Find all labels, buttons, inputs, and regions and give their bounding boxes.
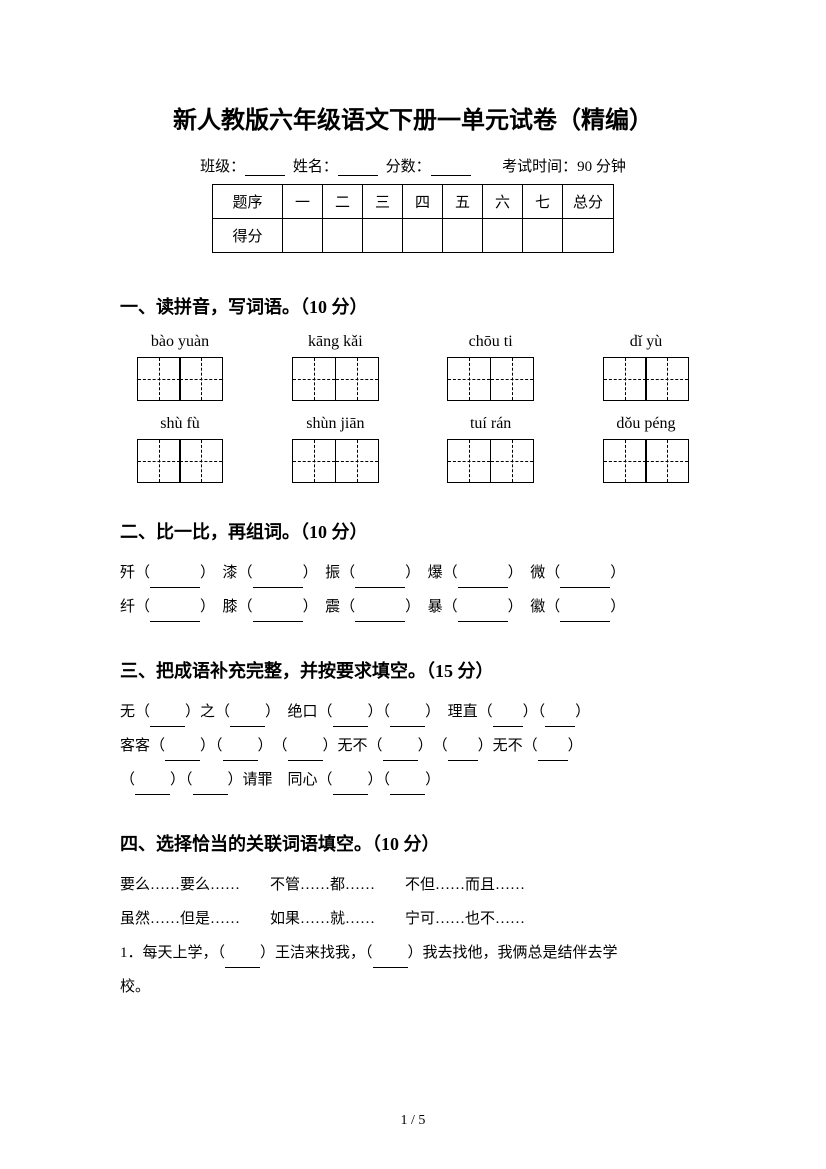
char-box[interactable] (137, 439, 224, 483)
class-blank[interactable] (245, 162, 285, 176)
name-label: 姓名： (293, 159, 338, 175)
answer-blank[interactable] (253, 574, 303, 588)
answer-blank[interactable] (333, 713, 368, 727)
score-cell[interactable] (482, 219, 522, 253)
compare-line-1: 歼（） 漆（） 振（） 爆（） 微（） (120, 558, 706, 588)
header-cell: 六 (482, 185, 522, 219)
pinyin-label: kāng kǎi (308, 333, 363, 351)
header-cell: 七 (522, 185, 562, 219)
answer-blank[interactable] (253, 608, 303, 622)
header-cell: 题序 (212, 185, 282, 219)
page-number: 1 / 5 (0, 1113, 826, 1129)
pinyin-item: dǐ yù (586, 333, 706, 401)
header-cell: 二 (322, 185, 362, 219)
answer-blank[interactable] (225, 954, 260, 968)
answer-blank[interactable] (390, 713, 425, 727)
char-box[interactable] (137, 357, 224, 401)
char-box[interactable] (292, 439, 379, 483)
pinyin-label: dǐ yù (630, 333, 662, 351)
answer-blank[interactable] (150, 574, 200, 588)
header-cell: 一 (282, 185, 322, 219)
page-title: 新人教版六年级语文下册一单元试卷（精编） (120, 100, 706, 135)
pinyin-label: shù fù (160, 415, 200, 433)
char-box[interactable] (292, 357, 379, 401)
section3-heading: 三、把成语补充完整，并按要求填空。（15 分） (120, 657, 706, 683)
options-line-2: 虽然……但是…… 如果……就…… 宁可……也不…… (120, 904, 706, 934)
table-row: 得分 (212, 219, 613, 253)
q4-1: 1．每天上学，（）王洁来找我，（）我去找他，我俩总是结伴去学 (120, 938, 706, 968)
header-cell: 五 (442, 185, 482, 219)
answer-blank[interactable] (383, 747, 418, 761)
answer-blank[interactable] (538, 747, 568, 761)
score-label: 分数： (386, 159, 431, 175)
answer-blank[interactable] (458, 574, 508, 588)
score-table: 题序 一 二 三 四 五 六 七 总分 得分 (212, 184, 614, 253)
answer-blank[interactable] (223, 747, 258, 761)
pinyin-label: dǒu péng (616, 415, 675, 433)
score-cell[interactable] (562, 219, 613, 253)
header-cell: 总分 (562, 185, 613, 219)
pinyin-item: chōu ti (431, 333, 551, 401)
pinyin-label: bào yuàn (151, 333, 209, 351)
answer-blank[interactable] (560, 608, 610, 622)
score-blank[interactable] (431, 162, 471, 176)
pinyin-item: kāng kǎi (275, 333, 395, 401)
options-line-1: 要么……要么…… 不管……都…… 不但……而且…… (120, 870, 706, 900)
answer-blank[interactable] (150, 713, 185, 727)
answer-blank[interactable] (493, 713, 523, 727)
answer-blank[interactable] (230, 713, 265, 727)
section4-heading: 四、选择恰当的关联词语填空。（10 分） (120, 830, 706, 856)
answer-blank[interactable] (165, 747, 200, 761)
answer-blank[interactable] (373, 954, 408, 968)
char-box[interactable] (447, 439, 534, 483)
score-cell[interactable] (442, 219, 482, 253)
row-label: 得分 (212, 219, 282, 253)
pinyin-item: shù fù (120, 415, 240, 483)
char-box[interactable] (447, 357, 534, 401)
answer-blank[interactable] (333, 781, 368, 795)
name-blank[interactable] (338, 162, 378, 176)
header-cell: 三 (362, 185, 402, 219)
pinyin-item: tuí rán (431, 415, 551, 483)
pinyin-label: shùn jiān (306, 415, 364, 433)
pinyin-label: chōu ti (469, 333, 513, 351)
answer-blank[interactable] (545, 713, 575, 727)
score-cell[interactable] (282, 219, 322, 253)
answer-blank[interactable] (150, 608, 200, 622)
pinyin-item: dǒu péng (586, 415, 706, 483)
idiom-line-1: 无（）之（） 绝口（）（） 理直（）（） (120, 697, 706, 727)
pinyin-label: tuí rán (470, 415, 511, 433)
section1-heading: 一、读拼音，写词语。（10 分） (120, 293, 706, 319)
answer-blank[interactable] (390, 781, 425, 795)
pinyin-row-2: shù fù shùn jiān tuí rán dǒu péng (120, 415, 706, 483)
header-cell: 四 (402, 185, 442, 219)
time-label: 考试时间：90 分钟 (502, 159, 626, 175)
answer-blank[interactable] (458, 608, 508, 622)
answer-blank[interactable] (355, 574, 405, 588)
info-line: 班级： 姓名： 分数： 考试时间：90 分钟 (120, 155, 706, 176)
idiom-line-3: （）（）请罪 同心（）（） (120, 765, 706, 795)
score-cell[interactable] (362, 219, 402, 253)
char-box[interactable] (603, 357, 690, 401)
answer-blank[interactable] (355, 608, 405, 622)
score-cell[interactable] (322, 219, 362, 253)
idiom-line-2: 客客（）（） （）无不（） （）无不（） (120, 731, 706, 761)
class-label: 班级： (200, 159, 245, 175)
section2-heading: 二、比一比，再组词。（10 分） (120, 518, 706, 544)
answer-blank[interactable] (448, 747, 478, 761)
pinyin-item: bào yuàn (120, 333, 240, 401)
score-cell[interactable] (402, 219, 442, 253)
answer-blank[interactable] (193, 781, 228, 795)
answer-blank[interactable] (135, 781, 170, 795)
table-row: 题序 一 二 三 四 五 六 七 总分 (212, 185, 613, 219)
char-box[interactable] (603, 439, 690, 483)
pinyin-row-1: bào yuàn kāng kǎi chōu ti dǐ yù (120, 333, 706, 401)
answer-blank[interactable] (560, 574, 610, 588)
score-cell[interactable] (522, 219, 562, 253)
q4-1-cont: 校。 (120, 972, 706, 1002)
compare-line-2: 纤（） 膝（） 震（） 暴（） 徽（） (120, 592, 706, 622)
pinyin-item: shùn jiān (275, 415, 395, 483)
answer-blank[interactable] (288, 747, 323, 761)
